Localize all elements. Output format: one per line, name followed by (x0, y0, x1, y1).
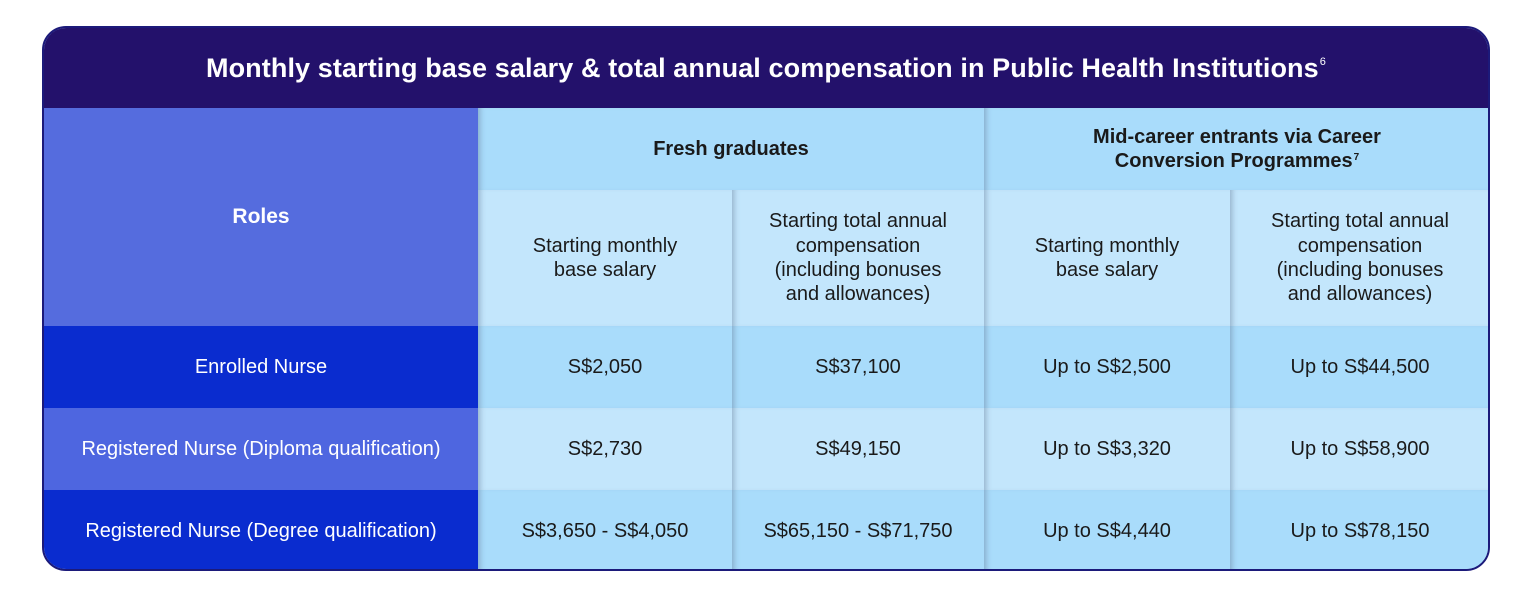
cell-fresh-monthly: S$3,650 - S$4,050 (478, 490, 732, 569)
mid-monthly-line2: base salary (1055, 259, 1159, 281)
title-footnote: 6 (1319, 56, 1326, 68)
fresh-annual-line1: Starting total annual (769, 210, 947, 233)
roles-header: Roles (44, 108, 478, 326)
fresh-annual-line4: and allowances) (785, 283, 931, 306)
mid-annual-line4: and allowances) (1287, 283, 1433, 306)
salary-table-card: Monthly starting base salary & total ann… (42, 26, 1490, 571)
cell-mid-monthly: Up to S$4,440 (984, 490, 1230, 569)
cell-mid-monthly: Up to S$2,500 (984, 326, 1230, 408)
cell-fresh-annual: S$65,150 - S$71,750 (732, 490, 984, 569)
mid-career-header: Mid-career entrants via Career Conversio… (984, 108, 1488, 190)
cell-fresh-monthly: S$2,730 (478, 408, 732, 490)
cell-mid-monthly: Up to S$3,320 (984, 408, 1230, 490)
fresh-annual-subheader: Starting total annual compensation (incl… (732, 190, 984, 326)
mid-annual-line1: Starting total annual (1271, 210, 1449, 233)
cell-mid-annual: Up to S$44,500 (1230, 326, 1488, 408)
cell-fresh-monthly: S$2,050 (478, 326, 732, 408)
mid-career-footnote: 7 (1353, 152, 1360, 163)
fresh-monthly-line2: base salary (553, 259, 657, 281)
mid-career-label-line1: Mid-career entrants via Career (1093, 125, 1381, 148)
mid-annual-subheader: Starting total annual compensation (incl… (1230, 190, 1488, 326)
table-title-text: Monthly starting base salary & total ann… (206, 52, 1319, 83)
fresh-monthly-line1: Starting monthly (532, 234, 678, 257)
row-label-enrolled-nurse: Enrolled Nurse (44, 326, 478, 408)
mid-annual-line2: compensation (1297, 234, 1423, 257)
row-label-registered-nurse-degree: Registered Nurse (Degree qualification) (44, 490, 478, 569)
cell-fresh-annual: S$37,100 (732, 326, 984, 408)
row-label-registered-nurse-diploma: Registered Nurse (Diploma qualification) (44, 408, 478, 490)
mid-career-label-line2: Conversion Programmes7 (1114, 150, 1360, 172)
mid-monthly-subheader: Starting monthly base salary (984, 190, 1230, 326)
cell-fresh-annual: S$49,150 (732, 408, 984, 490)
table-title: Monthly starting base salary & total ann… (44, 28, 1488, 108)
fresh-monthly-subheader: Starting monthly base salary (478, 190, 732, 326)
mid-monthly-line1: Starting monthly (1034, 234, 1180, 257)
fresh-annual-line3: (including bonuses (774, 259, 942, 281)
cell-mid-annual: Up to S$78,150 (1230, 490, 1488, 569)
mid-annual-line3: (including bonuses (1276, 259, 1444, 281)
cell-mid-annual: Up to S$58,900 (1230, 408, 1488, 490)
fresh-annual-line2: compensation (795, 234, 921, 257)
fresh-graduates-header: Fresh graduates (478, 108, 984, 190)
fresh-graduates-label: Fresh graduates (653, 137, 809, 160)
